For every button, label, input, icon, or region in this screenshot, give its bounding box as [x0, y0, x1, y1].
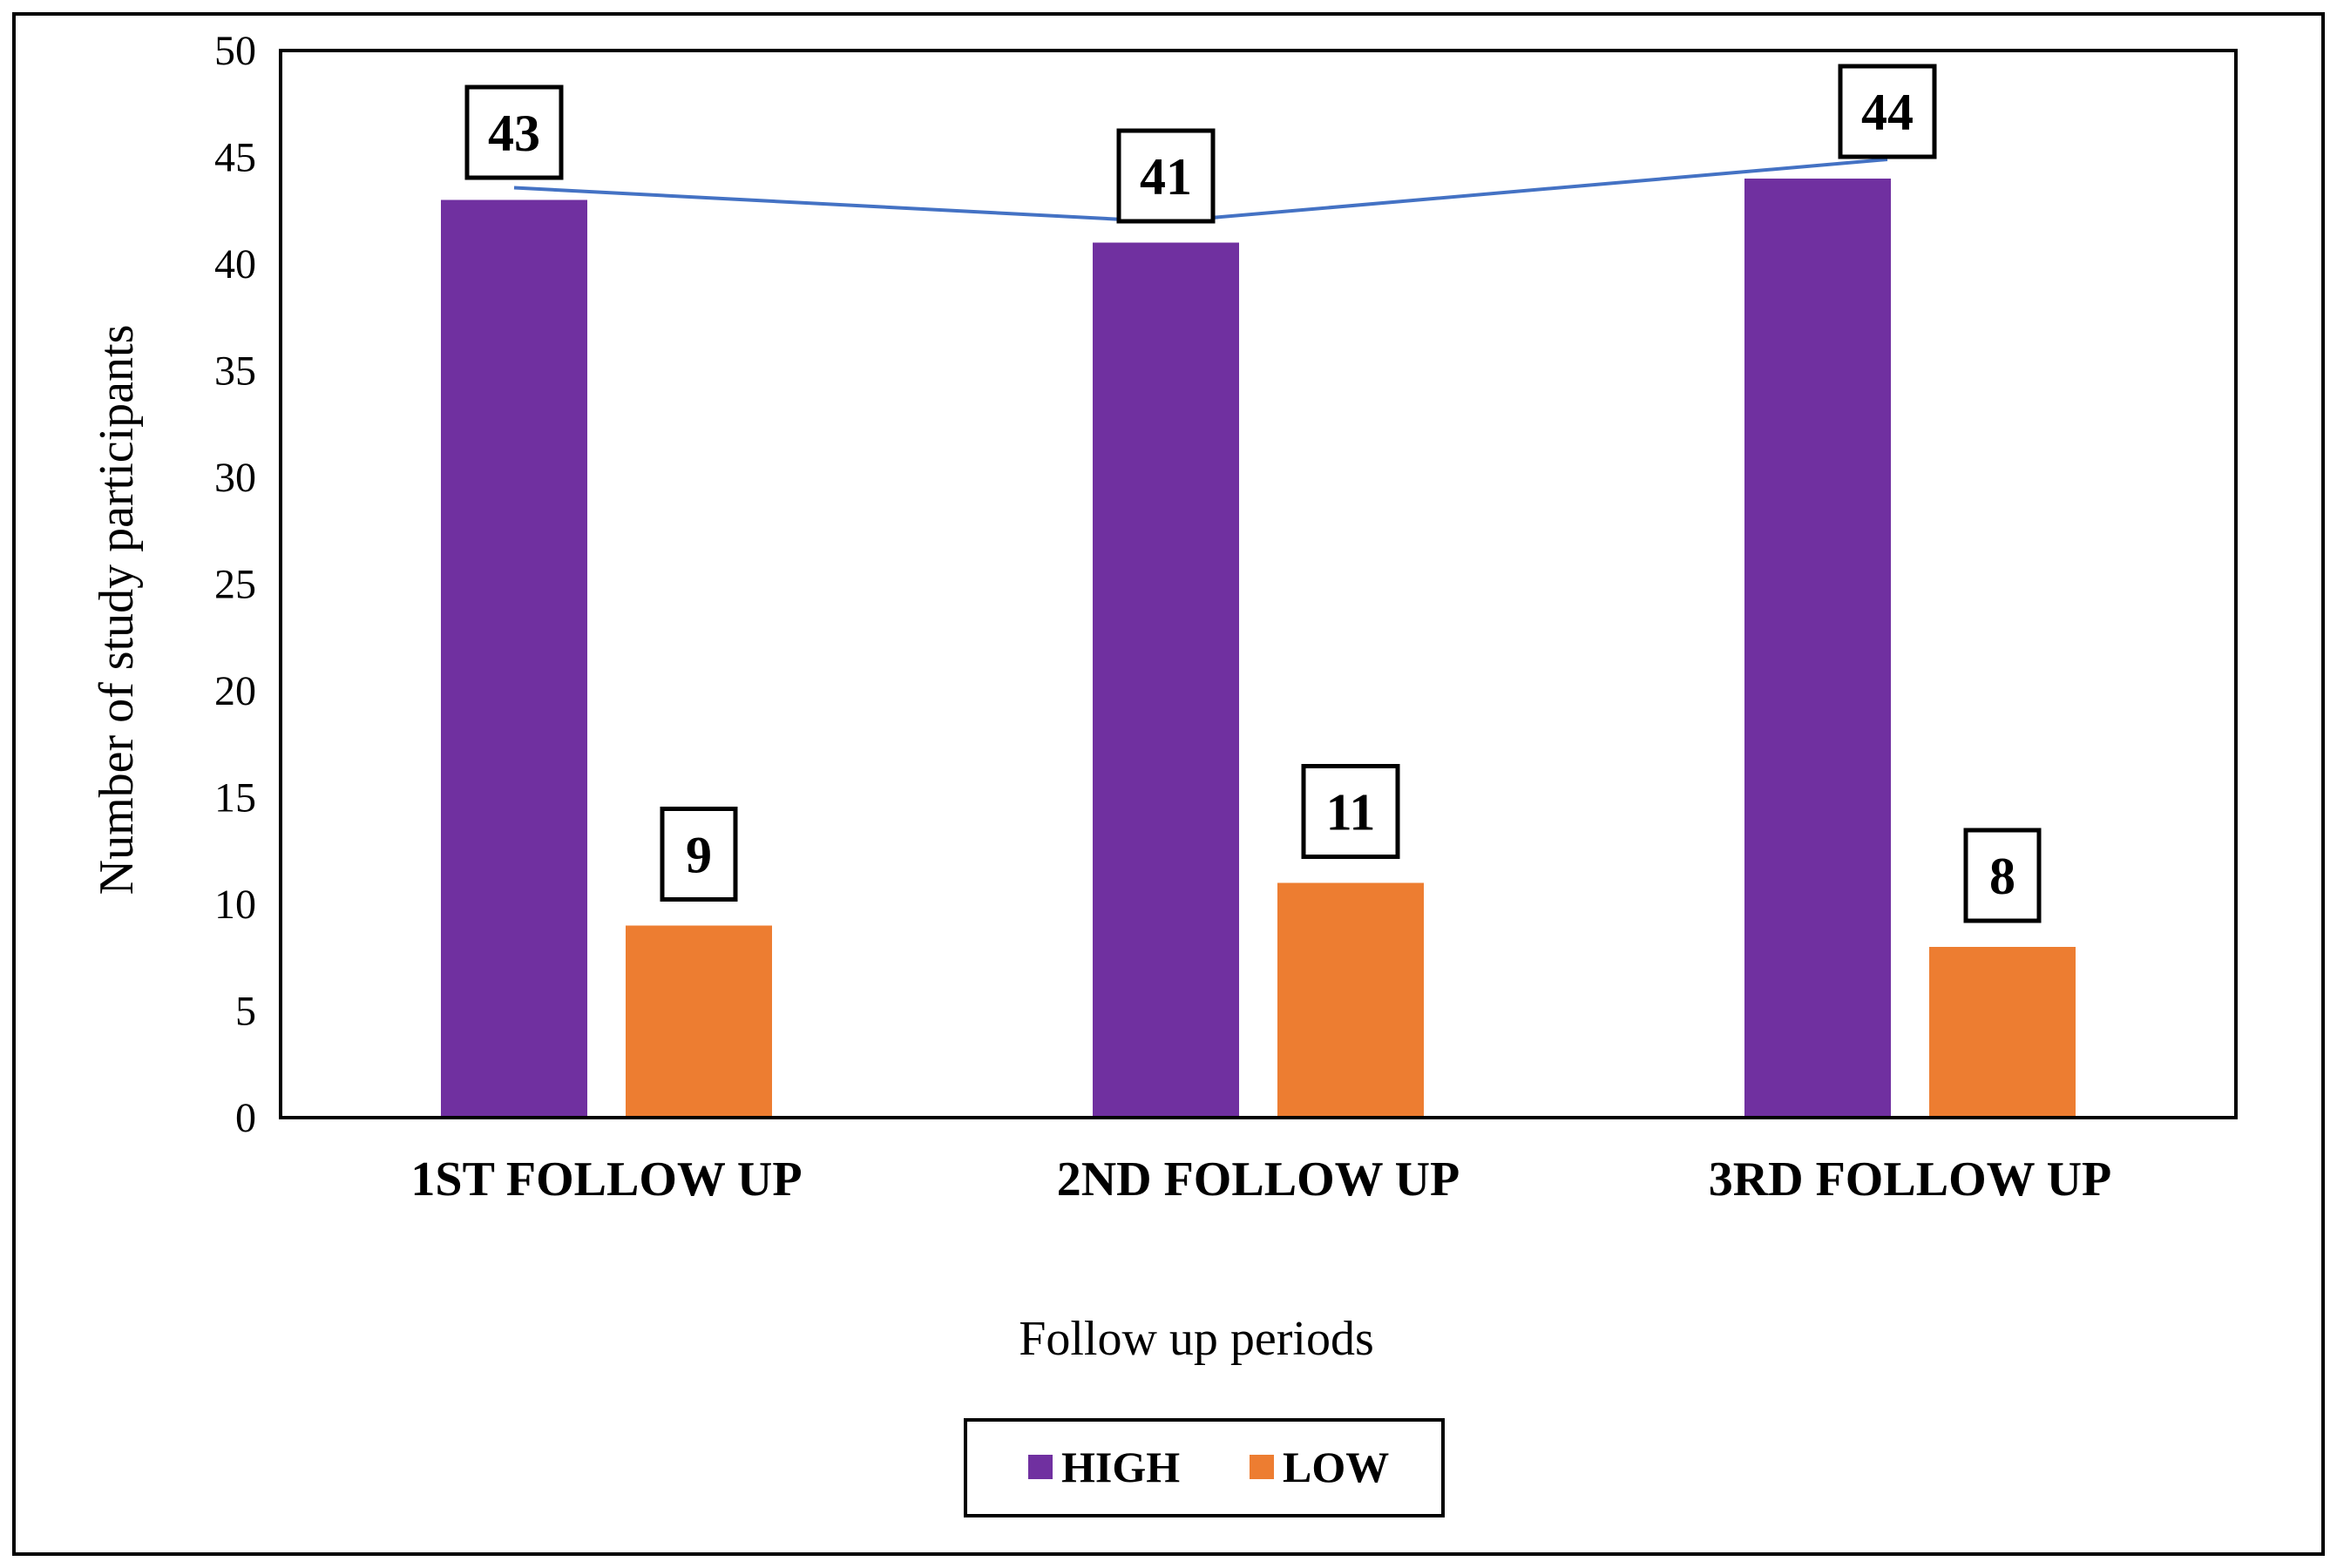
bars-group — [441, 179, 2076, 1116]
legend-swatch-high — [1028, 1455, 1053, 1479]
y-tick-label-40: 40 — [214, 241, 256, 287]
data-label-high-3: 44 — [1861, 84, 1914, 141]
data-label-low-2-box — [1301, 764, 1400, 859]
data-label-low-2: 11 — [1326, 784, 1376, 841]
legend: HIGH LOW — [964, 1418, 1445, 1517]
y-tick-label-35: 35 — [214, 348, 256, 395]
y-tick-label-30: 30 — [214, 455, 256, 501]
bar-low-3 — [1929, 947, 2076, 1116]
y-tick-label-10: 10 — [214, 882, 256, 928]
data-label-high-2-box — [1116, 128, 1216, 224]
bar-low-1 — [626, 925, 772, 1116]
x-axis-title: Follow up periods — [1019, 1312, 1374, 1366]
y-tick-label-0: 0 — [235, 1095, 256, 1141]
y-tick-label-5: 5 — [235, 989, 256, 1035]
bar-high-3 — [1744, 179, 1891, 1116]
plot-area-frame — [279, 49, 2238, 1119]
y-axis-ticks: 0 5 10 15 20 25 30 35 40 45 50 — [214, 28, 256, 1141]
category-labels-group: 1ST FOLLOW UP 2ND FOLLOW UP 3RD FOLLOW UP — [410, 1152, 2111, 1206]
category-label-2: 2ND FOLLOW UP — [1057, 1152, 1460, 1206]
y-tick-label-45: 45 — [214, 135, 256, 181]
legend-label-high: HIGH — [1061, 1443, 1180, 1491]
y-tick-label-15: 15 — [214, 775, 256, 821]
category-label-1: 1ST FOLLOW UP — [410, 1152, 802, 1206]
data-label-low-3-box — [1963, 828, 2042, 923]
y-tick-label-25: 25 — [214, 562, 256, 608]
data-labels-group: 43 41 44 9 11 8 — [464, 64, 2042, 923]
bar-high-2 — [1093, 242, 1239, 1116]
data-label-high-1-box — [464, 84, 564, 180]
data-label-high-1: 43 — [488, 105, 540, 162]
data-label-low-3: 8 — [1989, 848, 2015, 905]
legend-label-low: LOW — [1283, 1443, 1389, 1491]
bar-high-1 — [441, 199, 587, 1116]
data-label-low-1: 9 — [686, 827, 712, 884]
data-label-high-2: 41 — [1140, 148, 1192, 206]
y-tick-label-50: 50 — [214, 28, 256, 74]
category-label-3: 3RD FOLLOW UP — [1709, 1152, 2112, 1206]
y-tick-label-20: 20 — [214, 668, 256, 714]
bar-low-2 — [1277, 882, 1424, 1116]
data-label-low-1-box — [660, 807, 738, 902]
y-axis-title: Number of study participants — [90, 325, 144, 896]
legend-swatch-low — [1250, 1455, 1274, 1479]
data-label-high-3-box — [1838, 64, 1937, 159]
